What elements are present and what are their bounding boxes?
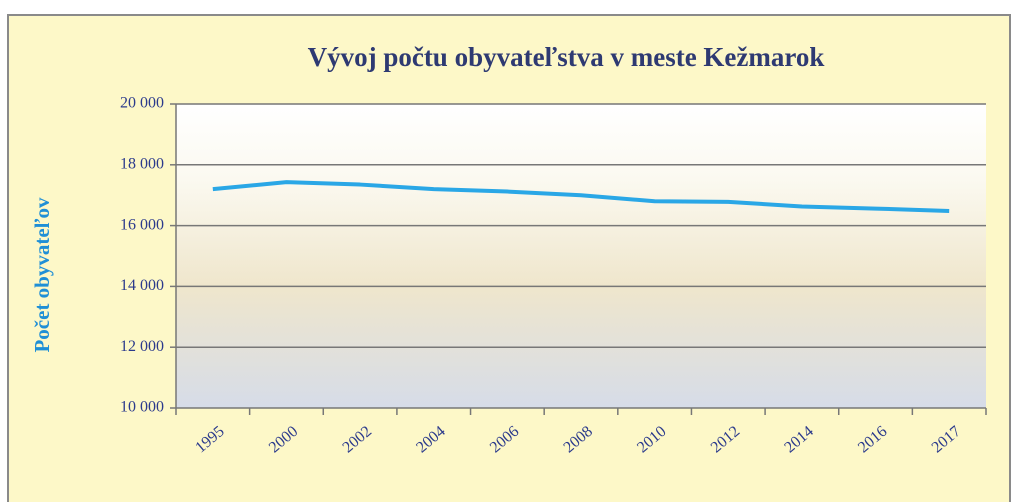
y-tick-label: 16 000 <box>120 216 164 233</box>
y-tick-label: 14 000 <box>120 277 164 294</box>
plot-area <box>176 104 986 408</box>
y-tick-label: 18 000 <box>120 155 164 172</box>
y-tick-label: 20 000 <box>120 95 164 112</box>
chart-title: Vývoj počtu obyvateľstva v meste Kežmaro… <box>308 42 825 72</box>
y-tick-label: 12 000 <box>120 338 164 355</box>
y-tick-label: 10 000 <box>120 399 164 416</box>
y-axis-label: Počet obyvateľov <box>30 197 54 353</box>
line-series <box>212 180 950 214</box>
